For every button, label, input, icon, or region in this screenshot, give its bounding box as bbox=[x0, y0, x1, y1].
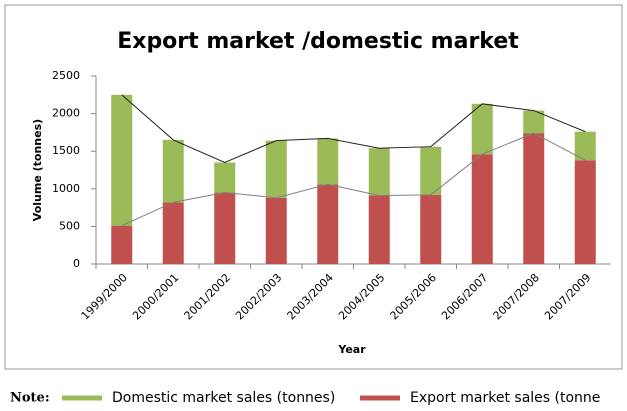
trend-line bbox=[121, 132, 586, 227]
legend-label: Domestic market sales (tonnes) bbox=[112, 390, 335, 406]
trend-line bbox=[121, 94, 586, 164]
bar-segment bbox=[523, 133, 545, 264]
y-tick-label: 500 bbox=[59, 219, 80, 232]
legend-note: Note: bbox=[10, 391, 50, 406]
y-axis-label: Volume (tonnes) bbox=[31, 119, 44, 221]
bar-segment bbox=[471, 154, 493, 264]
bar-segment bbox=[368, 195, 390, 264]
bar-segment bbox=[214, 192, 236, 264]
y-tick-label: 2500 bbox=[52, 69, 80, 82]
legend-label: Export market sales (tonne bbox=[410, 390, 600, 406]
bar-segment bbox=[574, 160, 596, 264]
bar-segment bbox=[162, 139, 184, 203]
bar-segment bbox=[523, 110, 545, 134]
bar-segment bbox=[420, 194, 442, 264]
bar-segment bbox=[111, 225, 133, 264]
bar-segment bbox=[265, 140, 287, 198]
bar-segment bbox=[214, 162, 236, 193]
bar-segment bbox=[471, 103, 493, 155]
bar-segment bbox=[317, 138, 339, 185]
bar-segment bbox=[111, 94, 133, 226]
chart-title: Export market /domestic market bbox=[117, 29, 519, 54]
bar-segment bbox=[420, 146, 442, 195]
y-tick-label: 0 bbox=[73, 257, 80, 270]
x-axis-label: Year bbox=[337, 343, 366, 356]
bar-segment bbox=[162, 202, 184, 264]
bar-segment bbox=[574, 131, 596, 161]
bar-segment bbox=[265, 197, 287, 264]
bar-segment bbox=[368, 148, 390, 196]
chart-frame bbox=[4, 4, 623, 370]
bar-segment bbox=[317, 184, 339, 264]
y-tick-label: 1000 bbox=[52, 182, 80, 195]
y-tick-label: 2000 bbox=[52, 107, 80, 120]
y-tick-label: 1500 bbox=[52, 144, 80, 157]
